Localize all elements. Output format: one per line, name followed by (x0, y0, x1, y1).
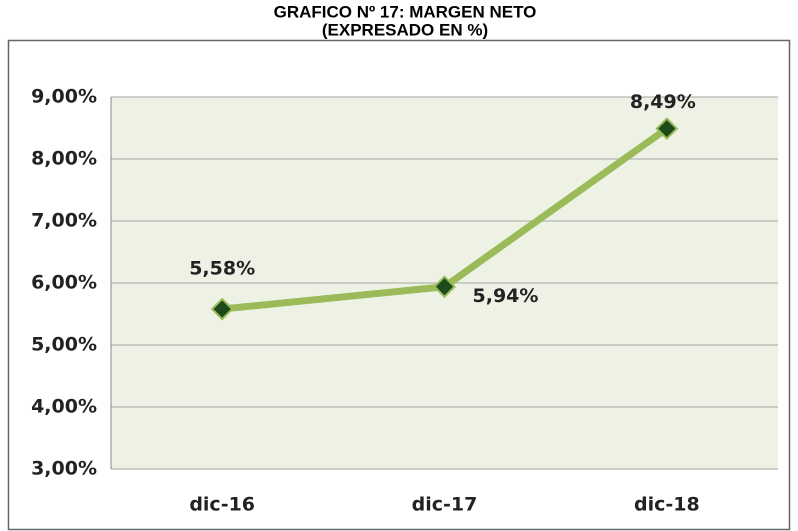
marker (210, 297, 234, 321)
y-tick-label: 9,00% (31, 86, 97, 108)
x-tick-label: dic-17 (412, 494, 478, 516)
data-label: 8,49% (630, 91, 696, 113)
y-tick-label: 6,00% (31, 272, 97, 294)
data-label: 5,58% (189, 258, 255, 280)
marker (655, 117, 679, 141)
x-tick-label: dic-18 (634, 494, 700, 516)
data-label: 5,94% (473, 285, 539, 307)
marker (433, 275, 456, 299)
y-tick-label: 4,00% (31, 396, 97, 418)
y-tick-label: 7,00% (31, 210, 97, 232)
chart-subtitle: (EXPRESADO EN %) (322, 20, 488, 39)
y-tick-label: 8,00% (31, 148, 97, 170)
y-tick-label: 3,00% (31, 458, 97, 480)
x-tick-label: dic-16 (189, 494, 255, 516)
y-tick-label: 5,00% (31, 334, 97, 356)
chart-title: GRAFICO Nº 17: MARGEN NETO (274, 2, 537, 21)
